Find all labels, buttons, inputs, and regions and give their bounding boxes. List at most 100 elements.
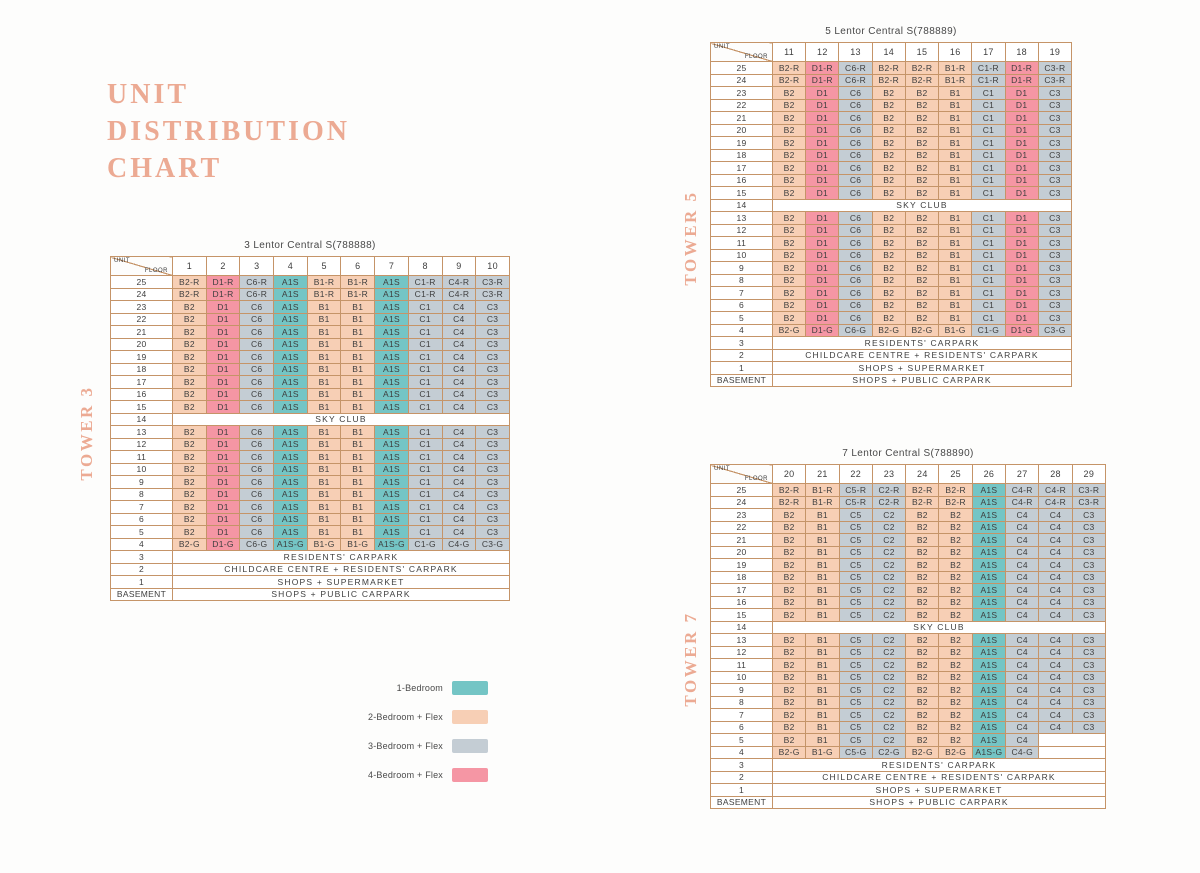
- floor-row: 6 B2 B1 C5 C2 B2 B2 A1S C4 C4 C3: [710, 720, 1107, 734]
- unit-cell: B2: [172, 300, 207, 314]
- unit-cell: D1: [205, 375, 241, 389]
- unit-cell: B2-R: [172, 287, 207, 301]
- unit-cell: C6: [239, 437, 275, 451]
- unit-cell: B2: [871, 223, 906, 237]
- unit-cell: B2-G: [904, 323, 940, 337]
- unit-cell: B1-R: [306, 287, 342, 301]
- unit-cell: B2-G: [905, 745, 940, 759]
- tower-7-table-title: 7 Lentor Central S(788890): [842, 448, 974, 459]
- unit-cell: B1: [306, 425, 342, 439]
- unit-cell: B2: [771, 211, 807, 225]
- unit-cell: B2-R: [904, 73, 940, 87]
- unit-cell: A1S: [273, 375, 308, 389]
- unit-cell: B1: [340, 462, 376, 476]
- unit-column-header: 14: [871, 42, 906, 62]
- floor-label: 15: [710, 186, 773, 200]
- corner-floor-label: FLOOR: [144, 268, 168, 274]
- unit-cell: C6: [239, 325, 275, 339]
- unit-cell: A1S: [374, 450, 409, 464]
- unit-cell: B2: [904, 236, 940, 250]
- floor-label: 23: [710, 508, 773, 522]
- unit-cell: C3: [1037, 248, 1073, 262]
- floor-row: 24 B2-R D1-R C6-R B2-R B2-R B1-R C1-R D1-R C3-R: [710, 73, 1073, 87]
- unit-floor-corner-cell: UNIT FLOOR: [710, 42, 773, 62]
- floor-row: 23 B2 B1 C5 C2 B2 B2 A1S C4 C4 C3: [710, 508, 1107, 522]
- unit-cell: D1: [805, 286, 840, 300]
- unit-cell: B2: [771, 595, 807, 609]
- unit-cell: B1-R: [805, 483, 840, 497]
- unit-cell: C3: [1071, 683, 1107, 697]
- unit-cell: D1: [1004, 223, 1039, 237]
- unit-column-header: 5: [306, 256, 342, 276]
- unit-cell: A1S: [374, 425, 409, 439]
- facility-cell: SKY CLUB: [772, 620, 1106, 634]
- unit-cell: C4-R: [1005, 495, 1040, 509]
- floor-label: 20: [710, 545, 773, 559]
- unit-cell: B1: [306, 462, 342, 476]
- floor-label: 19: [710, 558, 773, 572]
- floor-label: 25: [110, 275, 173, 289]
- legend-label: 1-Bedroom: [396, 683, 443, 693]
- unit-cell: B2: [905, 533, 940, 547]
- unit-cell: C1: [971, 98, 1006, 112]
- unit-cell: C3: [1071, 645, 1107, 659]
- floor-row: 17 B2 B1 C5 C2 B2 B2 A1S C4 C4 C3: [710, 583, 1107, 597]
- floor-row: 21 B2 B1 C5 C2 B2 B2 A1S C4 C4 C3: [710, 533, 1107, 547]
- unit-cell: C4: [1038, 570, 1073, 584]
- facility-cell: CHILDCARE CENTRE + RESIDENTS' CARPARK: [772, 770, 1106, 784]
- unit-cell: B2: [172, 525, 207, 539]
- tower-7-label: TOWER 7: [681, 611, 700, 707]
- unit-cell: B1: [340, 300, 376, 314]
- unit-cell: D1: [1004, 261, 1039, 275]
- unit-cell: B2: [905, 520, 940, 534]
- unit-cell: B1: [306, 437, 342, 451]
- floor-row: 5 B2 D1 C6 B2 B2 B1 C1 D1 C3: [710, 311, 1073, 325]
- floor-row: 20 B2 D1 C6 A1S B1 B1 A1S C1 C4 C3: [110, 337, 510, 351]
- tower-5-label: TOWER 5: [681, 190, 700, 286]
- unit-cell: B1: [938, 236, 973, 250]
- unit-cell: B1: [340, 325, 376, 339]
- unit-cell: C6: [838, 311, 873, 325]
- floor-row: 20 B2 B1 C5 C2 B2 B2 A1S C4 C4 C3: [710, 545, 1107, 559]
- unit-cell: B2: [905, 508, 940, 522]
- floor-label: 23: [710, 86, 773, 100]
- unit-cell: C4: [1038, 683, 1073, 697]
- unit-cell: B2: [771, 570, 807, 584]
- unit-cell: B2-R: [905, 483, 940, 497]
- unit-cell: B2: [771, 695, 807, 709]
- unit-cell: B2: [771, 583, 807, 597]
- floor-row: 7 B2 D1 C6 B2 B2 B1 C1 D1 C3: [710, 286, 1073, 300]
- unit-cell: C4: [1005, 570, 1040, 584]
- floor-label: 13: [710, 211, 773, 225]
- unit-cell: B2: [938, 645, 973, 659]
- facility-cell: SKY CLUB: [172, 412, 510, 426]
- unit-cell: C4: [1005, 683, 1040, 697]
- floor-label: 6: [110, 512, 173, 526]
- unit-cell: B2: [771, 520, 807, 534]
- floor-row: 3 RESIDENTS' CARPARK: [710, 336, 1072, 350]
- unit-floor-corner-cell: UNIT FLOOR: [710, 464, 773, 484]
- unit-cell: B1: [306, 337, 342, 351]
- unit-cell: C4: [1005, 695, 1040, 709]
- floor-row: 3 RESIDENTS' CARPARK: [110, 550, 510, 564]
- unit-cell: D1: [805, 173, 840, 187]
- unit-cell: B2: [904, 273, 940, 287]
- floor-row: 19 B2 D1 C6 B2 B2 B1 C1 D1 C3: [710, 136, 1073, 150]
- unit-cell: D1: [1004, 211, 1039, 225]
- floor-row: 18 B2 D1 C6 A1S B1 B1 A1S C1 C4 C3: [110, 362, 510, 376]
- unit-cell: D1: [205, 362, 241, 376]
- unit-cell: B1-R: [340, 275, 376, 289]
- floor-row: 15 B2 D1 C6 B2 B2 B1 C1 D1 C3: [710, 186, 1073, 200]
- unit-cell: B1-G: [805, 745, 840, 759]
- unit-cell: C5: [838, 570, 873, 584]
- unit-cell: B1: [805, 583, 840, 597]
- unit-cell: B1: [938, 211, 973, 225]
- facility-cell: CHILDCARE CENTRE + RESIDENTS' CARPARK: [772, 348, 1072, 362]
- unit-cell: C4: [1038, 708, 1073, 722]
- unit-cell: D1-R: [1004, 61, 1039, 75]
- unit-cell: C1: [971, 223, 1006, 237]
- unit-cell: B2: [904, 111, 940, 125]
- unit-cell: C3: [475, 500, 510, 514]
- unit-column-header: 1: [172, 256, 207, 276]
- floor-label: 12: [710, 223, 773, 237]
